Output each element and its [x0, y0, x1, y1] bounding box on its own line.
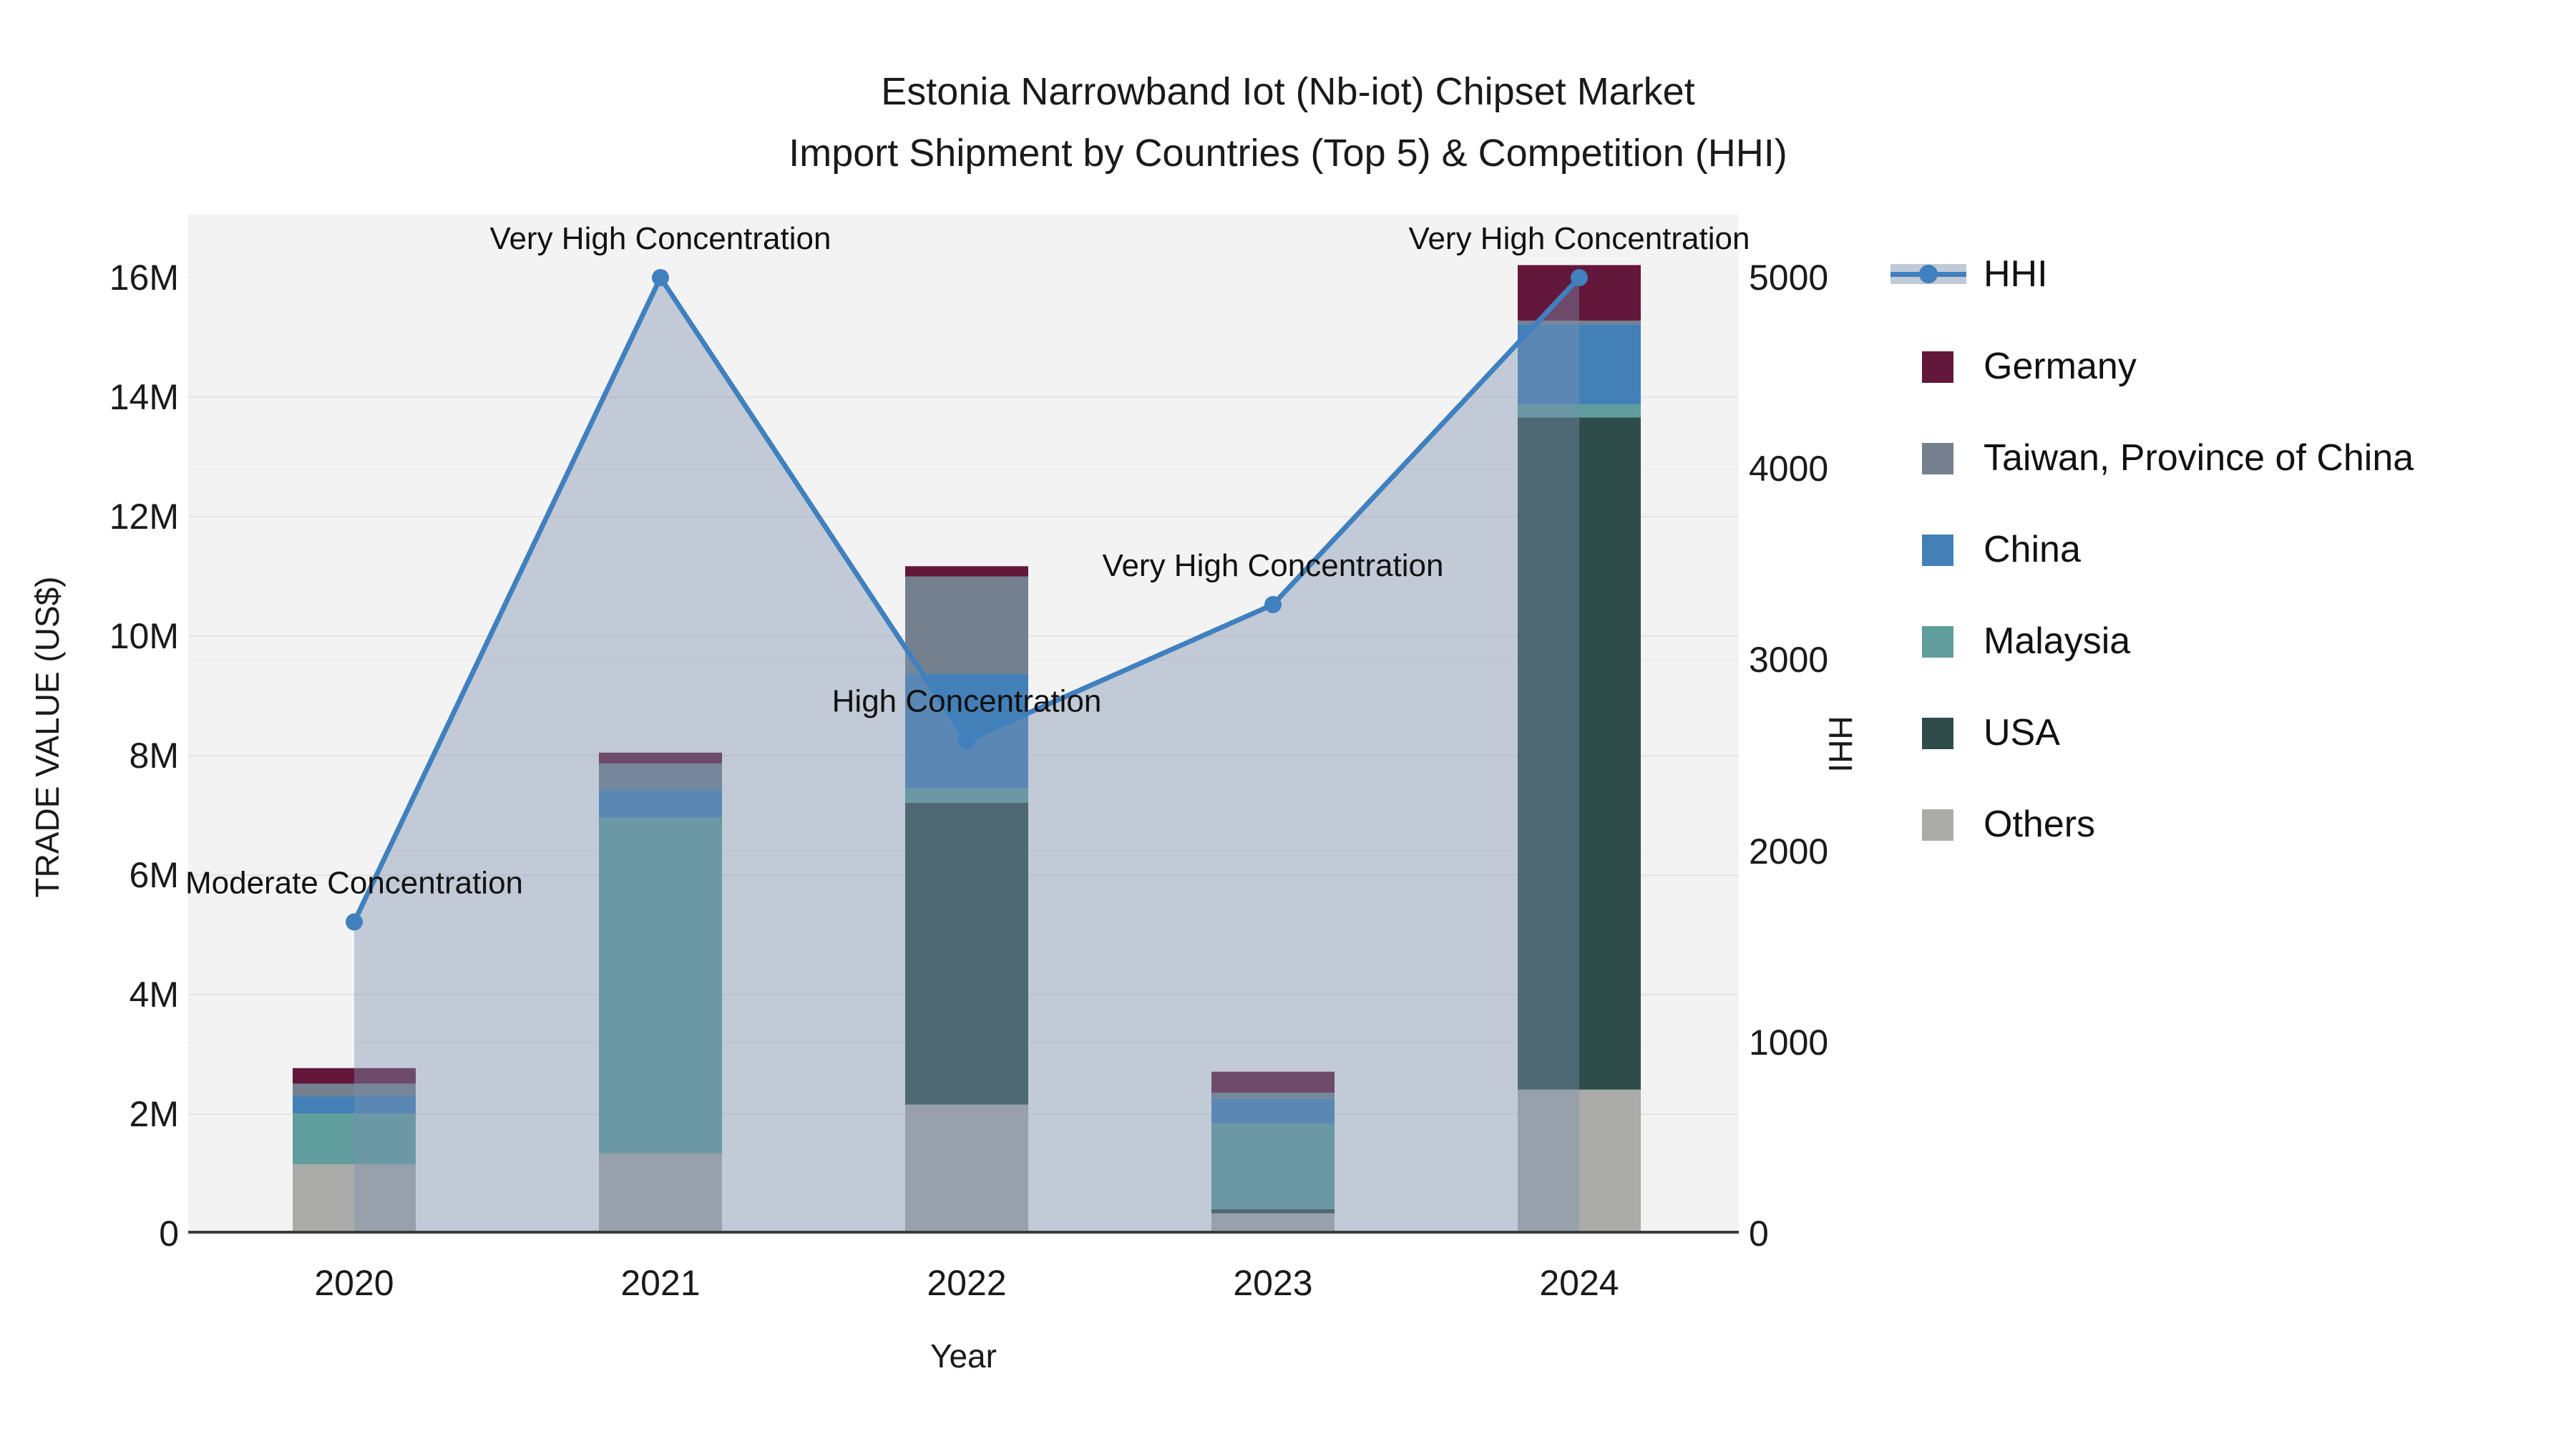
y-left-axis-title: TRADE VALUE (US$) — [29, 576, 66, 898]
bar-segment-2020-Others[interactable] — [293, 1164, 416, 1234]
legend-label: China — [1984, 529, 2081, 570]
legend-label: Others — [1984, 804, 2096, 845]
bar-segment-2022-Germany[interactable] — [905, 566, 1028, 577]
x-tick-2022: 2022 — [927, 1263, 1007, 1303]
legend-item-malaysia[interactable]: Malaysia — [1889, 618, 2130, 664]
y-left-tick-8M: 8M — [129, 736, 179, 776]
x-tick-2020: 2020 — [314, 1263, 394, 1303]
bar-segment-2022-China[interactable] — [905, 673, 1028, 789]
hhi-marker-2023[interactable] — [1264, 595, 1282, 613]
y-right-tick-0: 0 — [1749, 1214, 1769, 1254]
chart-title-line2: Import Shipment by Countries (Top 5) & C… — [789, 132, 1787, 175]
y-left-tick-12M: 12M — [109, 497, 179, 537]
y-left-tick-14M: 14M — [109, 377, 179, 417]
annotation-2021: Very High Concentration — [490, 221, 831, 256]
y-left-tick-6M: 6M — [129, 855, 179, 895]
bar-segment-2024-Taiwan, Province of China[interactable] — [1518, 321, 1641, 325]
germany-swatch-icon — [1889, 343, 1968, 389]
y-right-tick-4000: 4000 — [1749, 449, 1829, 489]
others-swatch-icon — [1889, 801, 1968, 847]
x-tick-2023: 2023 — [1233, 1263, 1313, 1303]
legend-label: USA — [1984, 712, 2060, 753]
legend-item-germany[interactable]: Germany — [1889, 343, 2137, 389]
bar-segment-2022-USA[interactable] — [905, 802, 1028, 1105]
annotation-2022: High Concentration — [832, 684, 1102, 719]
bar-segment-2022-Malaysia[interactable] — [905, 788, 1028, 803]
hhi-line-swatch-icon — [1889, 251, 1968, 297]
bar-segment-2021-China[interactable] — [599, 789, 722, 818]
y-right-tick-2000: 2000 — [1749, 831, 1829, 872]
bar-segment-2020-China[interactable] — [293, 1096, 416, 1114]
annotation-2024: Very High Concentration — [1409, 221, 1750, 256]
legend-item-china[interactable]: China — [1889, 527, 2081, 572]
hhi-marker-2021[interactable] — [652, 269, 669, 286]
legend-item-hhi[interactable]: HHI — [1889, 251, 2048, 297]
bar-segment-2024-USA[interactable] — [1518, 417, 1641, 1090]
y-left-tick-16M: 16M — [109, 258, 179, 298]
bar-segment-2022-Taiwan, Province of China[interactable] — [905, 576, 1028, 674]
hhi-marker-2020[interactable] — [346, 913, 363, 931]
bar-segment-2023-Malaysia[interactable] — [1211, 1123, 1335, 1209]
bar-segment-2021-Others[interactable] — [599, 1153, 722, 1234]
bar-segment-2021-Germany[interactable] — [599, 752, 722, 763]
chart-canvas: Moderate Concentration Very High Concentr… — [185, 221, 1750, 1234]
legend-label: Germany — [1984, 346, 2137, 387]
bar-segment-2023-Others[interactable] — [1211, 1213, 1335, 1234]
bar-segment-2023-USA[interactable] — [1211, 1209, 1335, 1214]
bar-segment-2024-Malaysia[interactable] — [1518, 404, 1641, 418]
annotation-2020: Moderate Concentration — [185, 865, 523, 900]
plot-area: Moderate Concentration Very High Concentr… — [185, 215, 1750, 1234]
legend-label: Taiwan, Province of China — [1984, 437, 2414, 479]
hhi-marker-2024[interactable] — [1571, 269, 1588, 286]
x-tick-2021: 2021 — [620, 1263, 701, 1303]
bar-segment-2022-Others[interactable] — [905, 1104, 1028, 1234]
y-left-tick-2M: 2M — [129, 1094, 179, 1134]
bar-segment-2020-Taiwan, Province of China[interactable] — [293, 1083, 416, 1096]
bar-segment-2021-Taiwan, Province of China[interactable] — [599, 763, 722, 790]
x-tick-2024: 2024 — [1539, 1263, 1619, 1303]
taiwan-swatch-icon — [1889, 435, 1968, 481]
bar-segment-2024-Others[interactable] — [1518, 1089, 1641, 1234]
legend-item-taiwan[interactable]: Taiwan, Province of China — [1889, 435, 2414, 481]
china-swatch-icon — [1889, 527, 1968, 572]
usa-swatch-icon — [1889, 710, 1968, 756]
y-right-tick-3000: 3000 — [1749, 640, 1829, 680]
legend-item-others[interactable]: Others — [1889, 801, 2095, 847]
legend-label: HHI — [1984, 253, 2048, 295]
bar-segment-2023-China[interactable] — [1211, 1098, 1335, 1124]
y-right-tick-1000: 1000 — [1749, 1023, 1829, 1063]
bar-segment-2023-Germany[interactable] — [1211, 1071, 1335, 1093]
y-left-tick-10M: 10M — [109, 616, 179, 656]
hhi-marker-2022[interactable] — [958, 731, 975, 749]
bar-segment-2021-Malaysia[interactable] — [599, 817, 722, 1154]
chart-title-line1: Estonia Narrowband Iot (Nb-iot) Chipset … — [881, 70, 1695, 113]
malaysia-swatch-icon — [1889, 618, 1968, 664]
y-left-tick-0: 0 — [159, 1214, 179, 1254]
bar-segment-2023-Taiwan, Province of China[interactable] — [1211, 1092, 1335, 1099]
y-right-tick-5000: 5000 — [1749, 258, 1829, 298]
y-left-tick-4M: 4M — [129, 975, 179, 1015]
bar-segment-2020-Germany[interactable] — [293, 1068, 416, 1084]
legend-label: Malaysia — [1984, 620, 2131, 662]
x-axis-title: Year — [930, 1337, 997, 1375]
annotation-2023: Very High Concentration — [1103, 548, 1444, 583]
legend-item-usa[interactable]: USA — [1889, 710, 2060, 756]
y-right-axis-title: HHI — [1822, 716, 1859, 773]
bar-segment-2024-China[interactable] — [1518, 324, 1641, 405]
hhi-area-fill — [354, 278, 1579, 1234]
bar-segment-2020-Malaysia[interactable] — [293, 1113, 416, 1165]
